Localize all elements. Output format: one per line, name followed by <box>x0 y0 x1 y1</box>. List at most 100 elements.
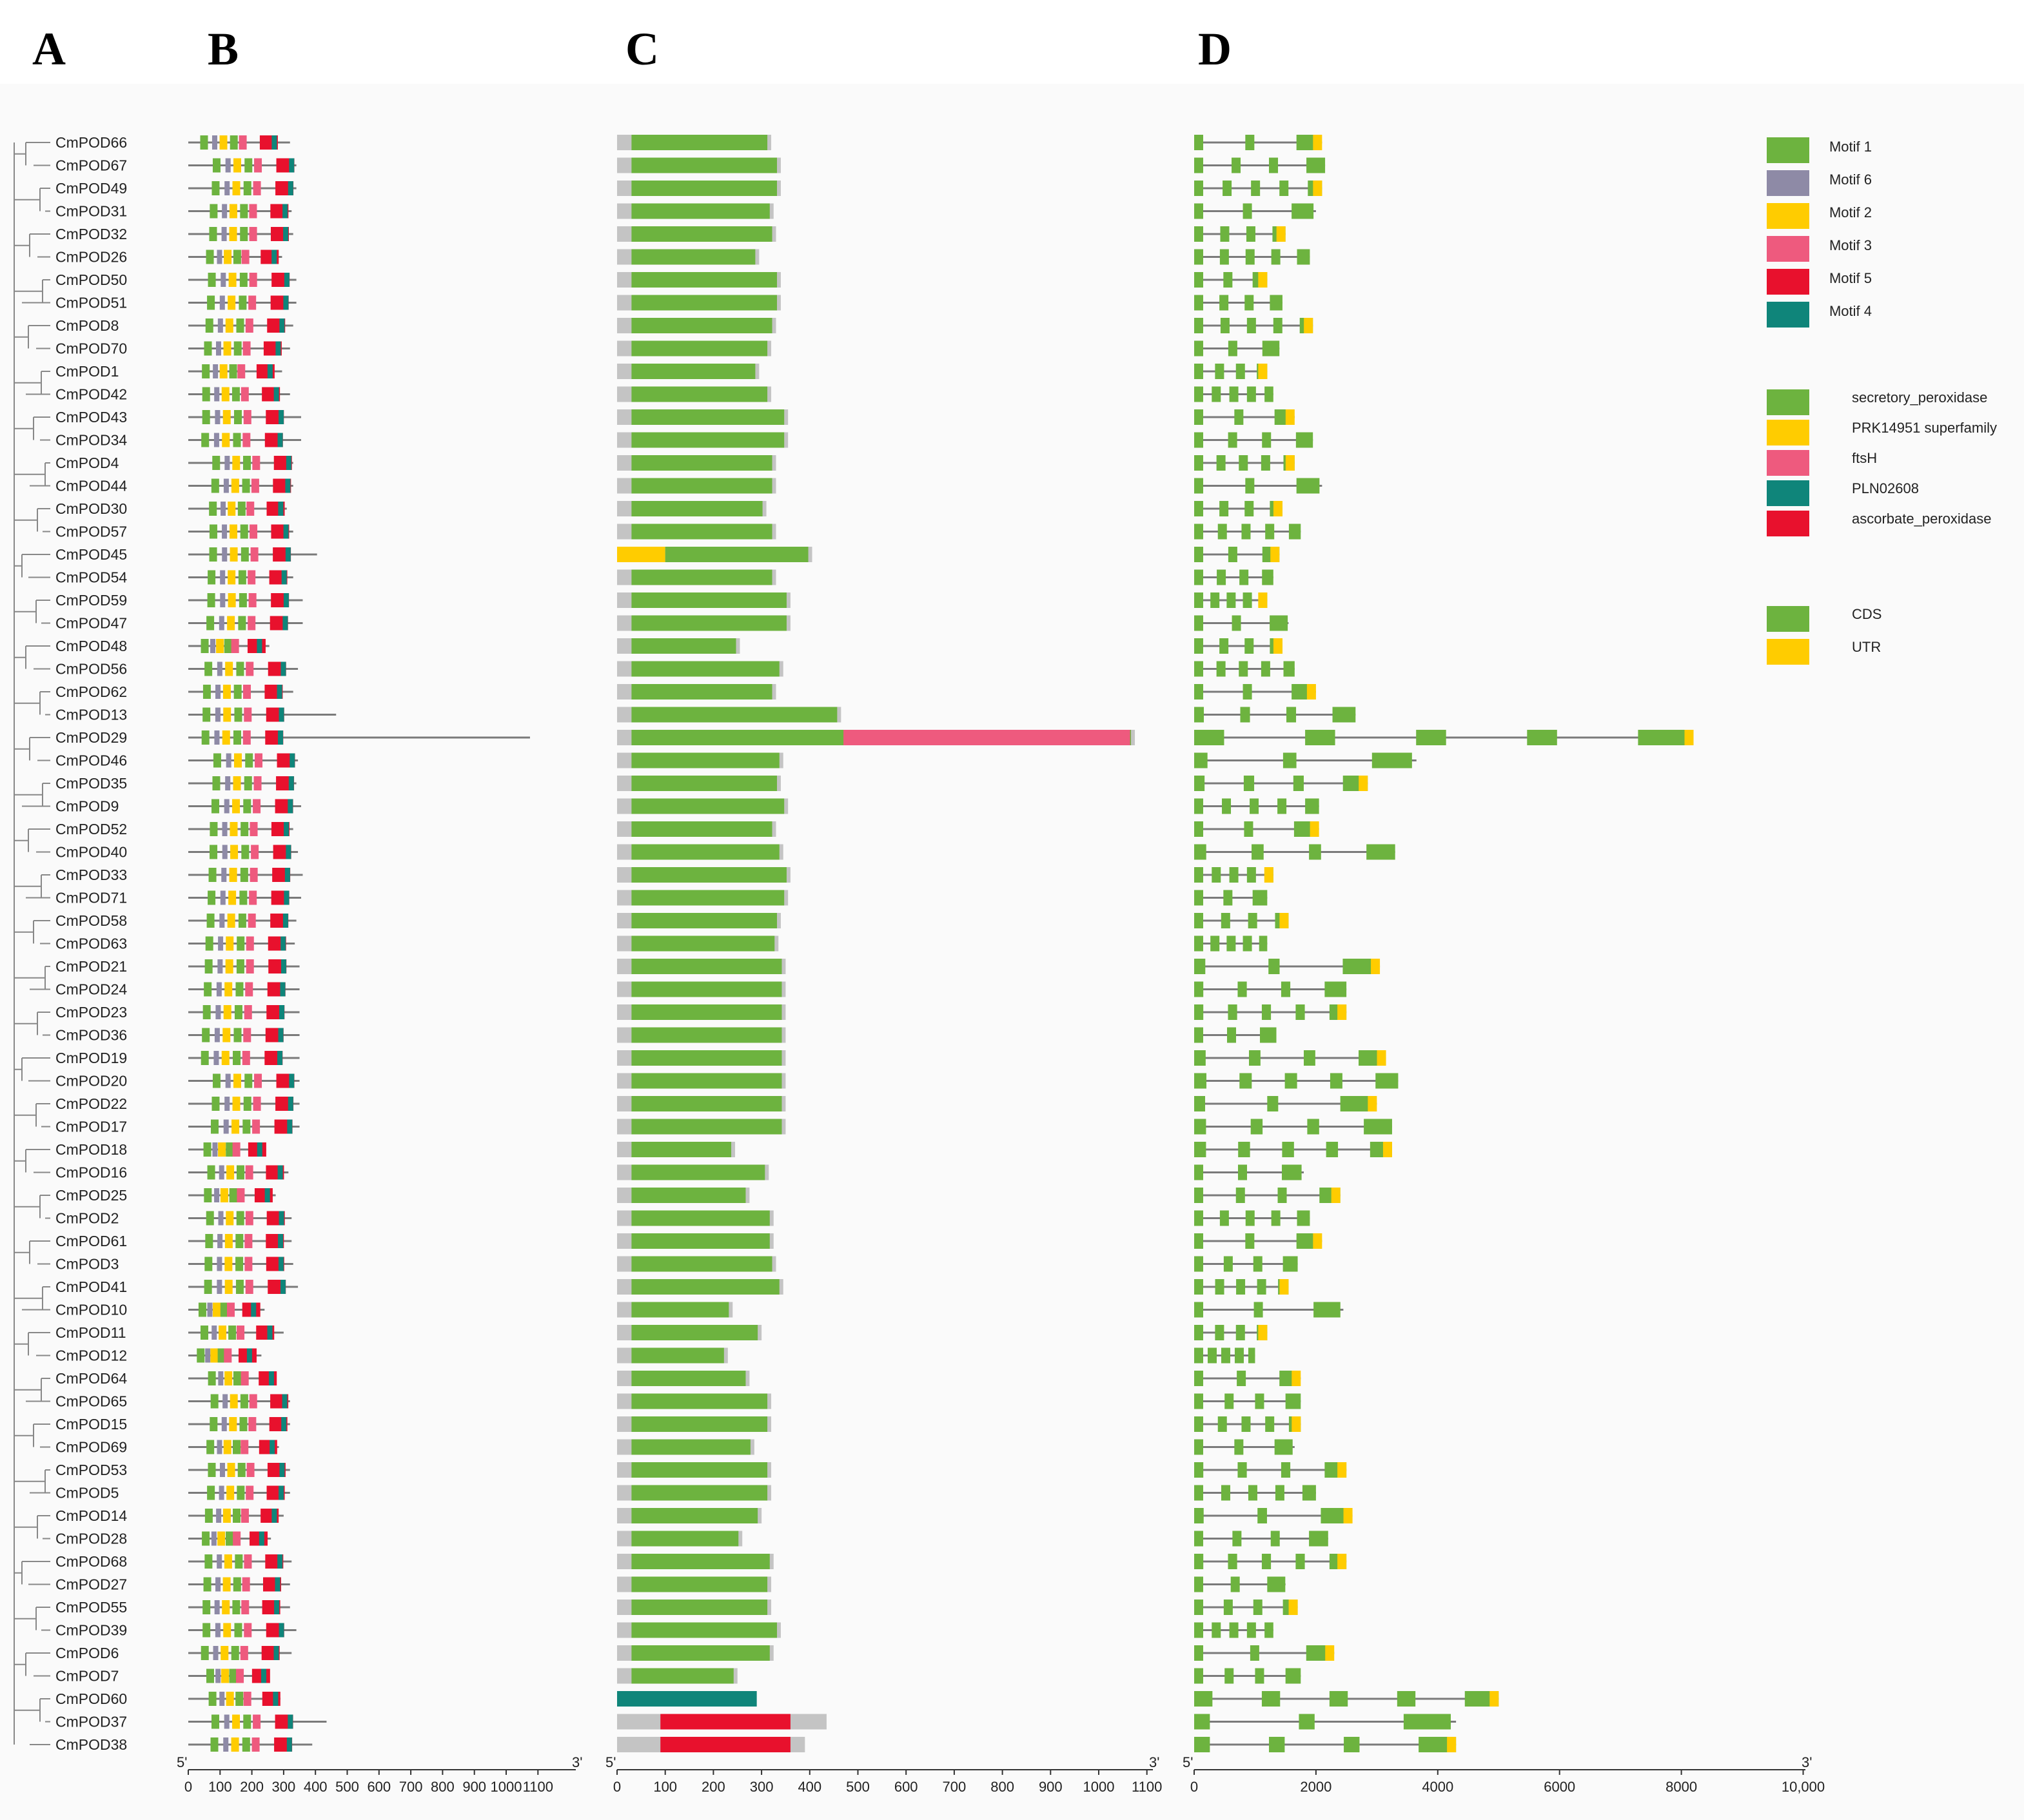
axis-tick-label: 500 <box>335 1779 359 1795</box>
cds-exon <box>1194 523 1203 540</box>
cds-exon <box>1194 1325 1203 1340</box>
motif-box <box>241 1600 250 1614</box>
axis-tick-label: 600 <box>894 1779 918 1795</box>
motif-box <box>284 273 290 287</box>
domain-box <box>631 1142 732 1157</box>
motif-box <box>243 1097 251 1111</box>
motif-box <box>281 1417 287 1431</box>
motif-box <box>211 135 217 150</box>
motif-box <box>248 1417 257 1431</box>
cds-exon <box>1270 295 1282 311</box>
axis-tick-label: 800 <box>431 1779 455 1795</box>
motif-box <box>202 1005 211 1019</box>
motif-box <box>202 410 210 424</box>
motif-box <box>212 456 221 470</box>
domain-box <box>631 1600 768 1615</box>
gene-name: CmPOD30 <box>55 500 127 517</box>
utr-region <box>1377 1050 1386 1066</box>
motif-box <box>221 1646 229 1660</box>
cds-exon <box>1326 1142 1339 1157</box>
cds-exon <box>1246 1622 1256 1638</box>
motif-box <box>213 1051 219 1065</box>
domain-box <box>631 1439 751 1455</box>
motif-box <box>246 661 254 676</box>
motif-box <box>221 1051 230 1065</box>
utr-region <box>1273 638 1282 654</box>
cds-exon <box>1239 569 1249 585</box>
legend-swatch <box>1767 639 1809 665</box>
domain-box <box>631 1622 778 1638</box>
motif-box <box>241 387 249 402</box>
cds-exon <box>1416 730 1446 745</box>
cds-exon <box>1255 1393 1264 1409</box>
motif-box <box>215 707 221 722</box>
cds-exon <box>1253 1256 1263 1272</box>
motif-box <box>222 204 228 219</box>
motif-box <box>244 1005 252 1019</box>
gene-name: CmPOD21 <box>55 958 127 975</box>
gene-name: CmPOD7 <box>55 1668 119 1685</box>
cds-exon <box>1261 1691 1281 1707</box>
cds-exon <box>1265 1416 1275 1432</box>
cds-exon <box>1295 1004 1305 1020</box>
motif-box <box>219 295 225 310</box>
motif-box <box>244 1257 253 1271</box>
cds-exon <box>1253 1600 1263 1615</box>
motif-box <box>225 1073 231 1088</box>
motif-box <box>224 1257 233 1271</box>
cds-exon <box>1215 1325 1224 1340</box>
cds-exon <box>1299 1714 1315 1730</box>
motif-box <box>249 890 257 905</box>
cds-exon <box>1371 752 1412 768</box>
gene-name: CmPOD26 <box>55 249 127 266</box>
motif-box <box>223 1119 229 1134</box>
motif-box <box>285 547 291 562</box>
cds-exon <box>1243 776 1255 791</box>
cds-exon <box>1217 523 1227 540</box>
motif-box <box>233 1073 242 1088</box>
cds-exon <box>1194 501 1203 516</box>
cds-exon <box>1244 821 1253 837</box>
axis-motif-panel: 5' 3' 0 100 200 300 400 500 600 700 800 900 1000 1100 <box>177 1754 582 1795</box>
gene-name: CmPOD20 <box>55 1073 127 1090</box>
axis-tick-label: 500 <box>846 1779 870 1795</box>
motif-box <box>222 433 230 447</box>
cds-exon <box>1238 1142 1250 1157</box>
cds-exon <box>1236 1279 1246 1295</box>
cds-exon <box>1252 890 1268 906</box>
gene-name: CmPOD29 <box>55 729 127 746</box>
legend-label: PRK14951 superfamily <box>1852 420 1997 436</box>
motif-box <box>226 753 231 768</box>
motif-box <box>254 1073 262 1088</box>
motif-box <box>201 1051 209 1065</box>
axis-tick-label: 200 <box>240 1779 264 1795</box>
motif-box <box>230 135 238 150</box>
motif-box <box>219 135 228 150</box>
legend-swatch <box>1767 137 1809 163</box>
gene-name: CmPOD58 <box>55 912 127 929</box>
cds-exon <box>1261 661 1270 677</box>
domain-box <box>631 501 763 516</box>
motif-box <box>201 1646 209 1660</box>
motif-box <box>271 1509 277 1523</box>
gene-name: CmPOD39 <box>55 1622 127 1639</box>
domain-box <box>631 318 772 333</box>
motif-box <box>284 890 290 905</box>
motif-box <box>223 1737 229 1752</box>
cds-exon <box>1305 730 1335 745</box>
cds-exon <box>1194 1210 1203 1226</box>
motif-box <box>235 982 244 997</box>
motif-box <box>275 341 281 356</box>
cds-exon <box>1194 981 1204 997</box>
cds-exon <box>1366 844 1395 860</box>
legend-swatch <box>1767 511 1809 536</box>
gene-name: CmPOD48 <box>55 638 127 654</box>
domain-box <box>631 569 772 585</box>
cds-exon <box>1194 1554 1204 1569</box>
motif-box <box>277 1165 283 1180</box>
axis-tick-label: 900 <box>1039 1779 1063 1795</box>
motif-box <box>235 1257 244 1271</box>
axis-tick-label: 900 <box>462 1779 486 1795</box>
motif-box <box>246 1348 252 1363</box>
motif-box <box>236 661 244 676</box>
